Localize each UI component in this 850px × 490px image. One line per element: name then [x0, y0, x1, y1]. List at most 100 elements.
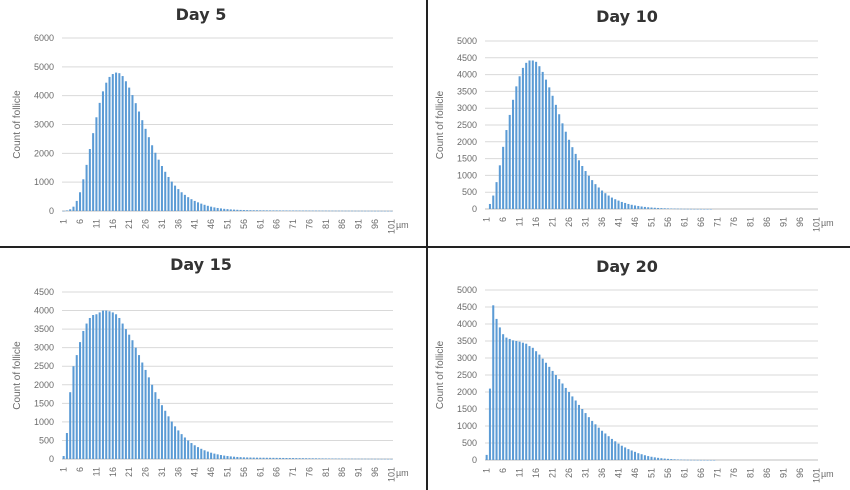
y-tick-label: 4500: [34, 287, 54, 297]
bar: [141, 362, 144, 459]
bar: [170, 181, 173, 211]
x-unit-label: µm: [821, 218, 834, 228]
bar: [72, 366, 75, 459]
bar: [170, 421, 173, 459]
x-tick-label: 101: [386, 219, 396, 234]
bar: [236, 456, 239, 459]
bar: [640, 454, 643, 460]
x-tick-label: 96: [795, 468, 805, 478]
x-unit-label: µm: [396, 220, 409, 230]
y-tick-label: 3000: [34, 343, 54, 353]
bar: [242, 457, 245, 459]
bar: [259, 210, 262, 211]
bar: [272, 457, 275, 459]
bar: [597, 427, 600, 460]
bar: [630, 204, 633, 209]
vertical-divider: [426, 0, 428, 490]
bar: [62, 456, 65, 459]
x-tick-label: 96: [370, 467, 380, 477]
bar: [101, 310, 104, 459]
y-axis-label: Count of follicle: [12, 341, 23, 410]
y-tick-label: 0: [49, 206, 54, 216]
bar: [587, 417, 590, 460]
x-tick-label: 21: [548, 217, 558, 227]
bar: [492, 195, 495, 209]
x-tick-label: 76: [729, 217, 739, 227]
bar: [137, 355, 141, 459]
bar: [229, 209, 232, 211]
bar: [663, 208, 666, 209]
bar: [282, 210, 285, 211]
y-tick-label: 500: [39, 435, 54, 445]
bar: [347, 458, 350, 460]
bar: [610, 197, 613, 209]
bar: [190, 443, 193, 459]
bar: [75, 355, 78, 459]
bar: [285, 210, 288, 211]
x-tick-label: 41: [614, 217, 624, 227]
bar: [285, 457, 288, 459]
bar: [131, 340, 134, 459]
bar: [521, 67, 524, 209]
bar: [686, 208, 689, 210]
x-tick-label: 36: [173, 219, 183, 229]
bar: [324, 210, 327, 212]
y-tick-label: 2500: [457, 370, 477, 380]
chart-panel-day-10: Day 10 0 500 1000 1500 2000 2500 3000 3500 4000 45…: [428, 0, 850, 246]
bar: [373, 210, 376, 212]
bar: [292, 458, 295, 459]
bar: [65, 433, 68, 459]
bar: [151, 145, 154, 211]
y-tick-label: 1500: [34, 398, 54, 408]
bar: [360, 210, 363, 212]
bar: [183, 194, 186, 211]
bar: [82, 179, 85, 211]
bar: [354, 210, 357, 212]
bar: [85, 323, 88, 459]
x-tick-label: 86: [337, 467, 347, 477]
bar: [341, 458, 344, 460]
bar: [82, 330, 85, 459]
bar: [193, 200, 196, 211]
x-tick-label: 6: [75, 219, 85, 224]
x-tick-label: 36: [173, 467, 183, 477]
x-tick-label: 101: [386, 467, 396, 482]
bar: [154, 392, 157, 459]
x-tick-label: 81: [321, 219, 331, 229]
x-tick-label: 51: [647, 217, 657, 227]
bar: [311, 210, 314, 212]
bar: [249, 210, 252, 211]
x-tick-label: 6: [75, 467, 85, 472]
bar: [246, 210, 249, 211]
bar: [512, 99, 515, 209]
bar: [390, 458, 393, 460]
bar: [690, 459, 693, 461]
bar: [683, 208, 686, 210]
bar: [157, 159, 160, 211]
bar: [627, 449, 630, 460]
bar: [561, 123, 564, 209]
x-tick-label: 96: [795, 217, 805, 227]
bar: [92, 133, 95, 211]
bar: [200, 203, 203, 211]
y-tick-label: 3000: [457, 103, 477, 113]
bar: [653, 207, 656, 209]
bar: [703, 208, 706, 210]
bar: [498, 327, 501, 460]
y-tick-label: 0: [472, 204, 477, 214]
y-tick-label: 1000: [457, 421, 477, 431]
bar: [528, 60, 531, 209]
chart-panel-day-15: Day 15 0 500 1000 1500 2000 2500 3000 3500 4000 45…: [0, 248, 426, 490]
x-tick-label: 71: [712, 468, 722, 478]
bar: [115, 72, 118, 211]
bar: [75, 200, 78, 211]
bar: [262, 457, 265, 459]
bar: [269, 457, 272, 459]
bar: [502, 334, 505, 460]
bar: [187, 197, 190, 211]
bar: [288, 458, 291, 459]
bar: [318, 458, 321, 459]
bar: [269, 210, 272, 211]
bar: [252, 210, 255, 211]
x-tick-label: 26: [141, 467, 151, 477]
